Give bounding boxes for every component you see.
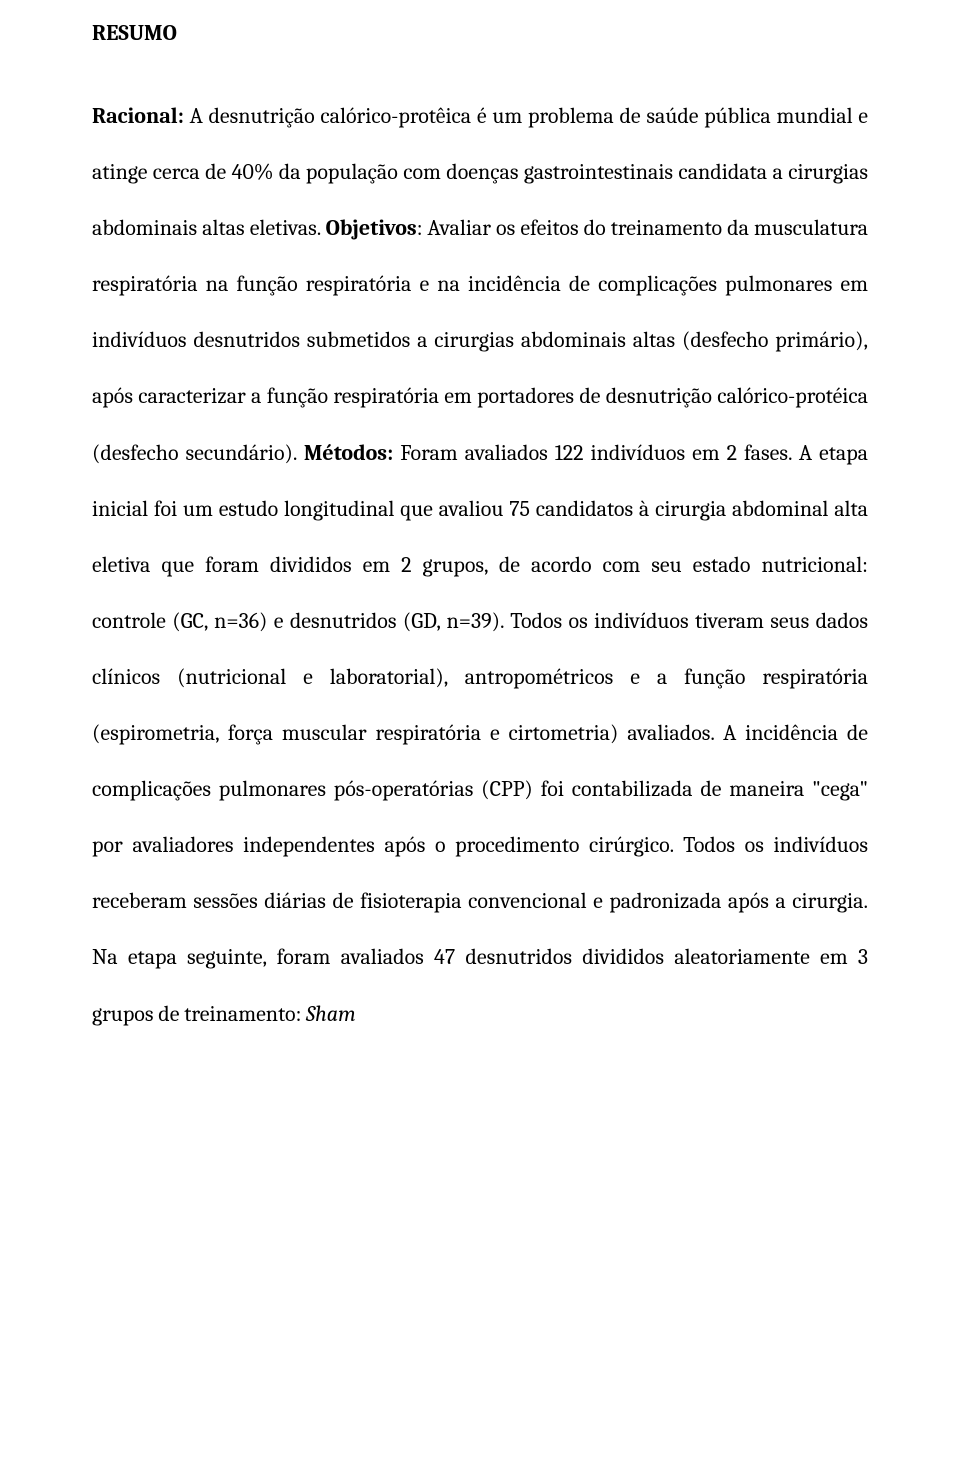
section-heading: RESUMO xyxy=(92,20,868,46)
bold-run: Racional: xyxy=(92,103,184,129)
italic-run: Sham xyxy=(306,1001,356,1027)
bold-run: Métodos: xyxy=(304,440,393,466)
text-run: : Avaliar os efeitos do treinamento da m… xyxy=(92,215,868,465)
abstract-paragraph: Racional: A desnutrição calórico-protêic… xyxy=(92,88,868,1042)
bold-run: Objetivos xyxy=(326,215,417,241)
text-run: Foram avaliados 122 indivíduos em 2 fase… xyxy=(92,440,868,1027)
